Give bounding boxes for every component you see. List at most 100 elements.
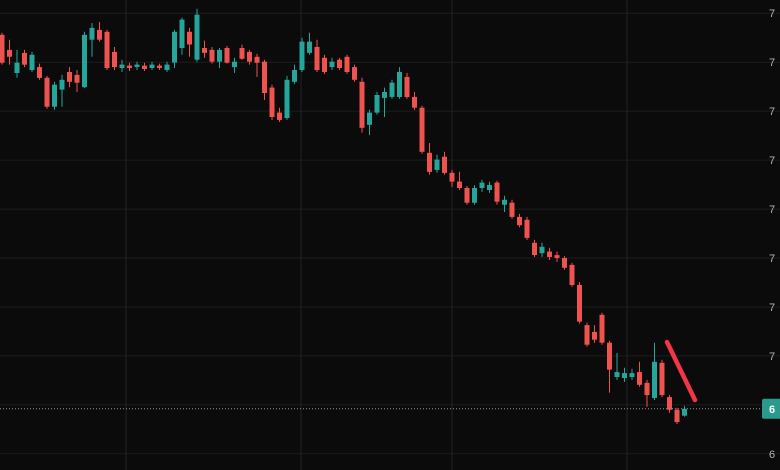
candle-body bbox=[104, 31, 110, 68]
candle-body bbox=[449, 172, 455, 182]
candle-body bbox=[97, 29, 102, 40]
candle-body bbox=[67, 72, 72, 82]
price-tick-label: 7 bbox=[769, 8, 775, 20]
candle-up bbox=[179, 17, 185, 55]
candle-body bbox=[637, 372, 642, 385]
candle-body bbox=[322, 57, 327, 72]
candle-up bbox=[52, 81, 57, 110]
candle-body bbox=[569, 264, 575, 285]
price-tick-label: 6 bbox=[769, 449, 775, 461]
candle-body bbox=[464, 188, 470, 203]
candle-down bbox=[554, 251, 560, 262]
candle-body bbox=[652, 361, 657, 398]
candle-body bbox=[187, 31, 192, 45]
candle-body bbox=[254, 56, 260, 63]
current-price-tag-box bbox=[762, 398, 780, 419]
candle-body bbox=[532, 242, 537, 255]
candle-down bbox=[427, 143, 432, 175]
price-tick-label: 7 bbox=[769, 106, 775, 118]
candle-up bbox=[89, 23, 95, 57]
candle-body bbox=[539, 246, 545, 254]
candle-body bbox=[629, 373, 635, 377]
current-price-tag-label: 6 bbox=[769, 404, 775, 416]
candle-body bbox=[307, 41, 312, 53]
candle-body bbox=[344, 56, 350, 72]
candle-up bbox=[284, 75, 290, 120]
candle-down bbox=[547, 247, 552, 260]
candle-body bbox=[614, 372, 620, 377]
candle-down bbox=[449, 169, 455, 187]
candle-body bbox=[397, 72, 402, 97]
candle-body bbox=[314, 47, 320, 70]
candle-up bbox=[614, 353, 620, 380]
candle-body bbox=[269, 87, 275, 117]
candle-down bbox=[277, 107, 282, 122]
candle-body bbox=[59, 79, 65, 90]
candle-down bbox=[254, 53, 260, 77]
candle-body bbox=[562, 258, 567, 268]
candle-body bbox=[404, 76, 410, 97]
candle-up bbox=[367, 109, 372, 136]
candle-body bbox=[509, 202, 515, 217]
candle-body bbox=[547, 251, 552, 257]
candle-down bbox=[322, 54, 327, 74]
candle-down bbox=[569, 262, 575, 287]
candle-up bbox=[539, 242, 545, 257]
candle-body bbox=[659, 362, 665, 396]
candle-body bbox=[592, 331, 597, 340]
candle-up bbox=[622, 367, 627, 382]
candle-body bbox=[119, 64, 125, 68]
candle-down bbox=[352, 64, 357, 82]
candle-body bbox=[239, 48, 245, 59]
price-tick-label: 7 bbox=[769, 155, 775, 167]
candle-body bbox=[622, 373, 627, 378]
trendline-annotation[interactable] bbox=[664, 339, 698, 403]
candle-down bbox=[0, 32, 5, 65]
candle-body bbox=[487, 185, 492, 190]
candle-up bbox=[232, 57, 237, 73]
candle-down bbox=[577, 282, 582, 324]
candle-body bbox=[382, 92, 387, 98]
candle-body bbox=[494, 182, 500, 202]
candle-body bbox=[149, 64, 155, 68]
candle-down bbox=[74, 70, 80, 92]
candle-body bbox=[7, 49, 12, 57]
candle-down bbox=[269, 84, 275, 120]
candle-body bbox=[292, 70, 297, 82]
candle-body bbox=[247, 51, 252, 62]
candle-body bbox=[644, 382, 650, 396]
candle-down bbox=[97, 22, 102, 42]
candle-body bbox=[202, 48, 207, 53]
candle-body bbox=[457, 181, 462, 188]
candle-down bbox=[7, 39, 12, 65]
candle-body bbox=[37, 67, 42, 78]
candle-body bbox=[224, 48, 230, 63]
candle-body bbox=[134, 64, 140, 67]
candle-down bbox=[517, 213, 522, 228]
candle-up bbox=[134, 61, 140, 70]
candle-body bbox=[299, 41, 305, 70]
candle-down bbox=[607, 340, 612, 393]
candle-down bbox=[509, 199, 515, 219]
candle-up bbox=[487, 181, 492, 193]
candles-layer bbox=[0, 8, 687, 424]
candle-down bbox=[637, 361, 642, 387]
candle-down bbox=[157, 63, 162, 70]
candle-body bbox=[472, 188, 477, 203]
candle-down bbox=[202, 40, 207, 58]
candle-down bbox=[599, 312, 605, 345]
candle-down bbox=[142, 62, 147, 71]
candle-body bbox=[374, 95, 380, 113]
price-tick-label: 7 bbox=[769, 204, 775, 216]
candle-up bbox=[217, 48, 222, 69]
candle-body bbox=[284, 79, 290, 118]
price-axis[interactable]: 7 7 7 7 7 7 7 7 6 6 bbox=[762, 8, 780, 461]
candle-down bbox=[419, 105, 425, 154]
candle-down bbox=[412, 92, 417, 110]
candle-down bbox=[22, 49, 27, 68]
candle-down bbox=[247, 49, 252, 65]
candle-body bbox=[419, 107, 425, 152]
candle-down bbox=[209, 47, 215, 64]
